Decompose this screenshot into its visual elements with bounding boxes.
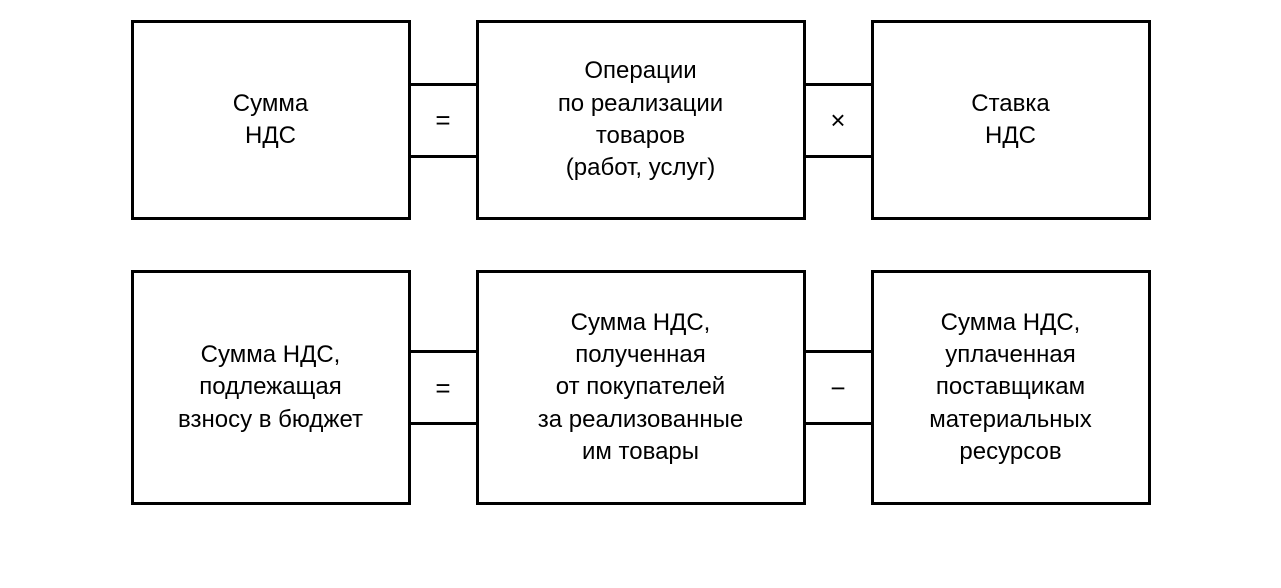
operator-box: = <box>411 350 476 425</box>
box-operations: Операции по реализации товаров (работ, у… <box>476 20 806 220</box>
operator-equals-2: = <box>411 350 476 425</box>
box-text: Сумма НДС, подлежащая взносу в бюджет <box>178 339 363 436</box>
box-sum-vat: Сумма НДС <box>131 20 411 220</box>
box-text: Ставка НДС <box>971 88 1050 153</box>
operator-multiply: × <box>806 83 871 158</box>
operator-box: − <box>806 350 871 425</box>
box-text: Операции по реализации товаров (работ, у… <box>558 55 723 185</box>
diagram-container: Сумма НДС = Операции по реализации товар… <box>40 20 1241 505</box>
box-sum-budget: Сумма НДС, подлежащая взносу в бюджет <box>131 270 411 505</box>
box-sum-suppliers: Сумма НДС, уплаченная поставщикам матери… <box>871 270 1151 505</box>
box-text: Сумма НДС, полученная от покупателей за … <box>538 307 744 469</box>
box-text: Сумма НДС, уплаченная поставщикам матери… <box>929 307 1092 469</box>
diagram-row-2: Сумма НДС, подлежащая взносу в бюджет = … <box>40 270 1241 505</box>
box-text: Сумма НДС <box>233 88 308 153</box>
operator-equals: = <box>411 83 476 158</box>
operator-minus: − <box>806 350 871 425</box>
diagram-row-1: Сумма НДС = Операции по реализации товар… <box>40 20 1241 220</box>
equals-icon: = <box>435 107 450 133</box>
multiply-icon: × <box>830 107 845 133</box>
box-sum-buyers: Сумма НДС, полученная от покупателей за … <box>476 270 806 505</box>
box-rate-vat: Ставка НДС <box>871 20 1151 220</box>
minus-icon: − <box>830 375 845 401</box>
operator-box: × <box>806 83 871 158</box>
equals-icon: = <box>435 375 450 401</box>
operator-box: = <box>411 83 476 158</box>
